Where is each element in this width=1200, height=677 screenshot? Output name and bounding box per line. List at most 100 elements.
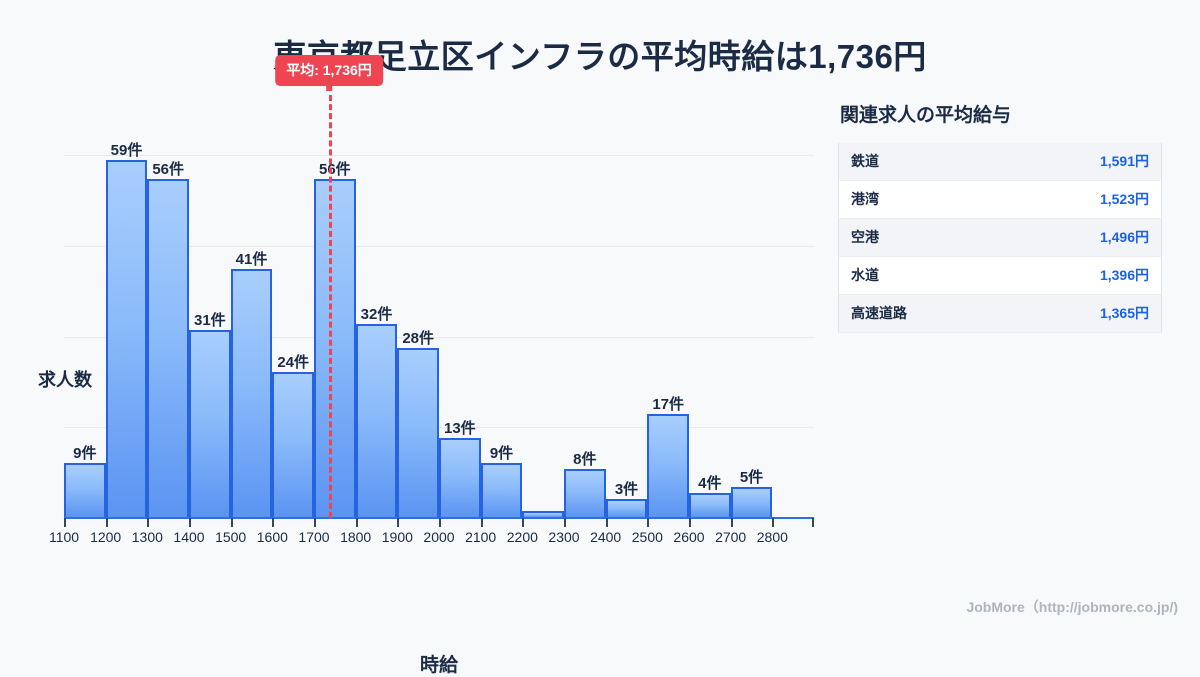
bar [564, 468, 606, 517]
row-category-label: 港湾 [838, 180, 1008, 219]
table-row: 港湾 1,523円 [838, 180, 1162, 219]
row-salary-value: 1,591円 [1007, 143, 1162, 181]
x-tick [272, 518, 275, 527]
gridlines [64, 95, 814, 518]
x-tick-label: 1500 [215, 529, 247, 545]
plot-area: 9件 59件 56件 31件 41件 24件 56件 32件 28件 13件 9件 8件 3件 17件 4件… [49, 55, 814, 598]
bar-value-label: 24件 [277, 353, 309, 371]
bar [105, 160, 148, 517]
x-tick-label: 2300 [548, 529, 580, 545]
sidebar-title: 関連求人の平均給与 [840, 105, 1012, 126]
bar [439, 438, 481, 517]
bar [605, 498, 648, 517]
x-tick [147, 518, 150, 527]
histogram-chart: 求人数 9件 59件 56件 31件 41件 24件 56件 32件 28件 13件 9件 8件 3件 1… [0, 55, 830, 676]
bar [64, 462, 106, 517]
bar [689, 492, 731, 517]
x-tick [355, 518, 358, 527]
x-tick-label: 2000 [423, 529, 455, 545]
bar-value-label: 8件 [573, 450, 597, 468]
bar-value-label: 59件 [110, 142, 143, 160]
row-salary-value: 1,396円 [1007, 256, 1162, 295]
gridline [64, 336, 814, 338]
row-category-label: 鉄道 [838, 143, 1008, 181]
bar-value-label: 13件 [443, 420, 476, 438]
bars-group: 9件 59件 56件 31件 41件 24件 56件 32件 28件 13件 9件 8件 3件 17件 4件… [64, 95, 814, 518]
bar-value-label: 28件 [402, 329, 434, 347]
bar [730, 486, 773, 517]
x-axis-title: 時給 [419, 655, 458, 676]
related-salary-table: 鉄道 1,591円 港湾 1,523円 空港 1,496円 水道 1,396円 高速道路 1,36… [838, 143, 1162, 333]
x-tick [64, 518, 66, 527]
x-tick [772, 518, 775, 527]
x-tick-label: 1800 [340, 529, 372, 545]
bar [230, 269, 273, 517]
x-tick [605, 518, 608, 527]
table-row: 高速道路 1,365円 [838, 294, 1162, 333]
bar [355, 323, 398, 517]
table-row: 水道 1,396円 [838, 256, 1162, 295]
x-tick-label: 1100 [48, 529, 80, 545]
row-category-label: 水道 [838, 256, 1008, 295]
bar [397, 347, 439, 517]
bar [272, 371, 314, 517]
gridline [64, 427, 814, 429]
x-tick-label: 1900 [381, 529, 413, 545]
x-axis-ticks [64, 518, 814, 528]
bar-value-label: 3件 [614, 480, 639, 498]
bar-value-label: 32件 [360, 305, 393, 323]
gridline [64, 155, 814, 157]
x-tick [189, 518, 191, 527]
x-tick-label: 2100 [465, 529, 497, 545]
bar-value-label: 4件 [698, 474, 722, 492]
row-salary-value: 1,523円 [1007, 180, 1162, 219]
x-tick-label: 2800 [756, 529, 788, 545]
x-tick-label: 1200 [90, 529, 122, 545]
bar [647, 414, 689, 517]
bar-value-label: 56件 [318, 160, 351, 178]
bar-value-label: 17件 [652, 396, 684, 414]
x-tick [480, 518, 483, 527]
x-tick [689, 518, 691, 527]
bar-value-label: 56件 [152, 160, 184, 178]
average-line [329, 95, 332, 518]
row-salary-value: 1,365円 [1007, 294, 1162, 333]
x-tick-label: 2400 [590, 529, 622, 545]
x-tick-label: 2500 [631, 529, 663, 545]
bar-value-label: 9件 [489, 444, 514, 462]
bar [314, 178, 356, 517]
x-tick [105, 518, 108, 527]
x-tick [314, 518, 316, 527]
average-badge: 平均: 1,736円 [275, 55, 383, 91]
x-tick-label: 2600 [673, 529, 705, 545]
bar-value-label: 9件 [73, 444, 97, 462]
bar [522, 510, 564, 517]
related-salary-panel: 関連求人の平均給与 鉄道 1,591円 港湾 1,523円 空港 1,496円 水道 1,39… [838, 100, 1168, 333]
x-tick [439, 518, 441, 527]
x-tick-label: 2700 [715, 529, 747, 545]
x-tick [812, 518, 814, 527]
x-tick-label: 1700 [298, 529, 330, 545]
bar-value-label: 31件 [193, 311, 226, 329]
table-row: 鉄道 1,591円 [838, 143, 1162, 181]
x-tick-label: 2200 [506, 529, 538, 545]
x-tick [397, 518, 400, 527]
x-tick-label: 1600 [256, 529, 288, 545]
bar [189, 329, 231, 517]
footer-watermark: JobMore（http://jobmore.co.jp/) [966, 599, 1178, 615]
x-tick [522, 518, 525, 527]
x-tick [730, 518, 733, 527]
x-tick [647, 518, 650, 527]
bar [147, 178, 189, 517]
x-tick [230, 518, 233, 527]
x-axis-labels: 1100 1200 1300 1400 1500 1600 1700 1800 1900 2000… [49, 529, 814, 551]
table-row: 空港 1,496円 [838, 218, 1162, 257]
x-tick [564, 518, 566, 527]
x-tick-label: 1300 [131, 529, 163, 545]
x-tick-label: 1400 [173, 529, 205, 545]
row-category-label: 空港 [838, 218, 1008, 257]
row-salary-value: 1,496円 [1007, 218, 1162, 257]
gridline [64, 246, 814, 248]
y-axis-title: 求人数 [38, 370, 92, 390]
bar [480, 462, 523, 517]
